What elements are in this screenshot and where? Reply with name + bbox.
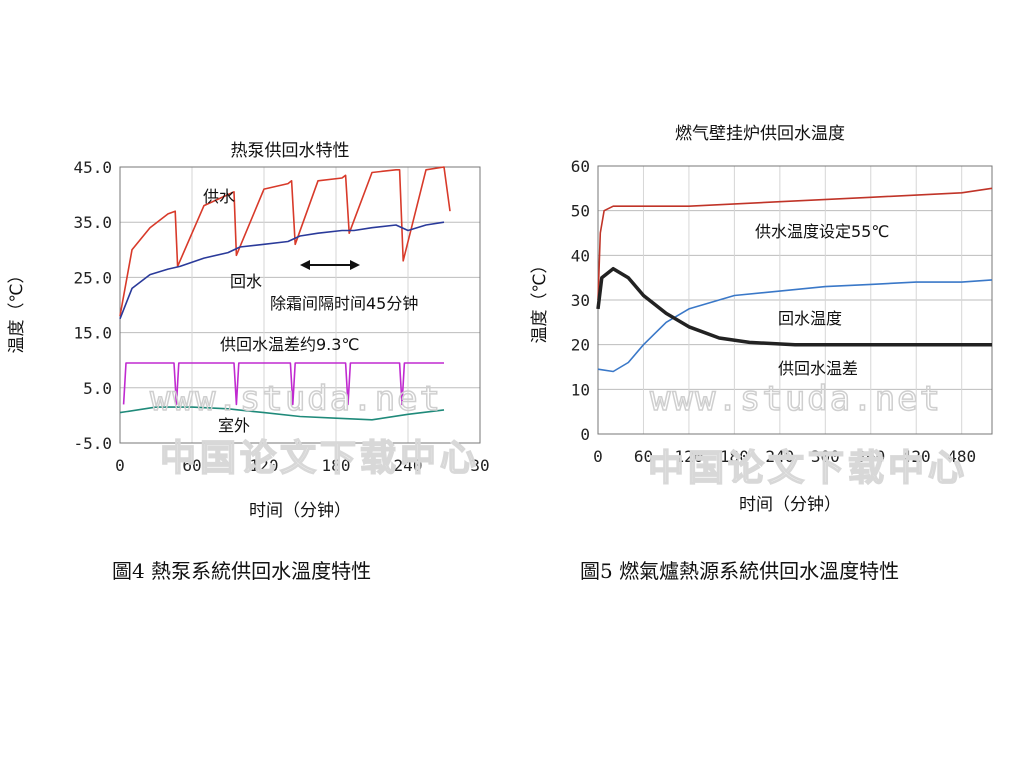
y-tick-label: 25.0 [73,268,112,287]
series-line-0 [119,166,451,317]
series-line-1 [119,221,445,320]
annotation-temp-diff: 供回水温差约9.3℃ [220,335,359,354]
x-axis-label: 时间（分钟） [249,501,351,521]
defrost-interval-arrow [300,260,360,270]
x-tick-label: 0 [593,447,603,466]
y-tick-label: 40 [571,246,590,265]
x-tick-label: 120 [250,456,279,475]
series-line-1 [597,279,993,373]
x-tick-label: 420 [902,447,931,466]
annotation-supply-setpoint: 供水温度设定55℃ [755,222,889,241]
y-tick-label: 60 [571,157,590,176]
y-tick-label: 10 [571,380,590,399]
y-tick-label: 30 [571,291,590,310]
y-tick-label: 35.0 [73,213,112,232]
annotation-return-temp: 回水温度 [778,309,842,328]
x-axis-label: 时间（分钟） [739,495,841,515]
y-tick-label: 20 [571,336,590,355]
annotation-defrost: 除霜间隔时间45分钟 [270,294,418,313]
x-tick-label: 180 [322,456,351,475]
y-tick-label: 50 [571,202,590,221]
x-tick-label: 360 [856,447,885,466]
y-tick-labels: 45.0 35.0 25.0 15.0 5.0 -5.0 [73,158,112,453]
x-tick-label: 240 [765,447,794,466]
y-tick-label: -5.0 [73,434,112,453]
series-lines [119,166,451,421]
watermark-cn: 中国论文下载中心 [648,448,968,489]
annotation-return: 回水 [230,272,262,291]
x-tick-label: 120 [674,447,703,466]
x-tick-labels: 0 60 120 180 240 30 [115,456,489,475]
series-line-0 [597,187,993,301]
series-lines [596,187,993,373]
x-tick-label: 180 [720,447,749,466]
chart-title: 燃气壁挂炉供回水温度 [675,124,845,144]
series-line-2 [122,362,444,406]
grid-lines [598,166,992,434]
y-tick-label: 45.0 [73,158,112,177]
x-tick-label: 60 [634,447,653,466]
caption-figure-5: 圖5 燃氣爐熱源系統供回水溫度特性 [580,559,900,583]
series-line-2 [596,266,992,347]
y-axis-label: 温度（℃） [7,266,27,353]
watermark: www.studa.net [650,379,942,419]
watermark-cn: 中国论文下载中心 [160,438,480,479]
annotation-outdoor: 室外 [218,416,250,435]
plot-frame [119,166,481,444]
y-tick-label: 15.0 [73,324,112,343]
annotation-temp-diff: 供回水温差 [778,359,858,378]
heat-pump-chart: 热泵供回水特性 45.0 35.0 25.0 15.0 5.0 -5.0 0 60 120 18… [7,141,490,521]
x-tick-labels: 0 60 120 180 240 300 360 420 480 [593,447,976,466]
series-line-3 [119,406,445,421]
y-tick-label: 0 [580,425,590,444]
x-tick-label: 30 [470,456,489,475]
x-tick-label: 0 [115,456,125,475]
x-tick-label: 300 [811,447,840,466]
chart-title: 热泵供回水特性 [231,141,350,161]
x-tick-label: 240 [394,456,423,475]
gas-boiler-chart: 燃气壁挂炉供回水温度 60 50 40 30 20 10 0 0 60 120 180 240 300… [530,124,993,515]
x-tick-label: 60 [182,456,201,475]
y-tick-label: 5.0 [83,379,112,398]
x-tick-label: 480 [947,447,976,466]
y-tick-labels: 60 50 40 30 20 10 0 [571,157,590,444]
annotation-supply: 供水 [203,187,235,206]
watermark: www.studa.net [150,379,442,419]
caption-figure-4: 圖4 熱泵系統供回水溫度特性 [112,559,372,583]
y-axis-label: 温度（℃） [530,256,550,343]
